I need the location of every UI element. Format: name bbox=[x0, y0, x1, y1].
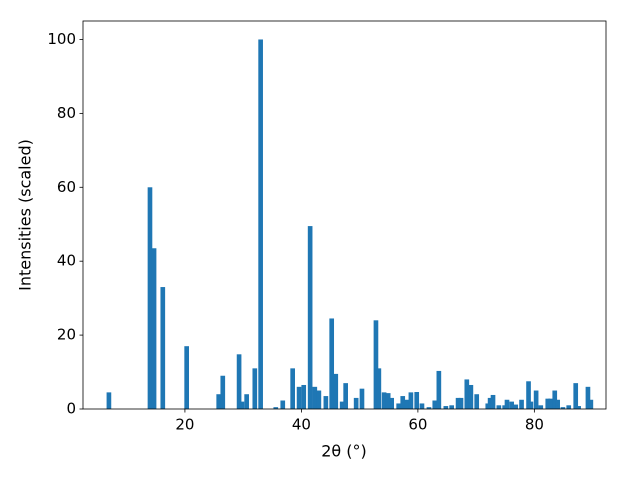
bar bbox=[280, 400, 286, 409]
bar bbox=[533, 390, 539, 409]
y-tick-label: 100 bbox=[47, 30, 76, 48]
bar bbox=[333, 373, 339, 409]
axes-frame bbox=[82, 20, 607, 410]
y-axis-label: Intensities (scaled) bbox=[16, 139, 35, 291]
x-tick-label: 80 bbox=[525, 416, 544, 434]
bar bbox=[273, 407, 279, 409]
y-tick-label: 60 bbox=[57, 178, 76, 196]
bar bbox=[490, 394, 496, 409]
bar bbox=[301, 384, 307, 409]
bar bbox=[160, 287, 166, 409]
bar bbox=[376, 368, 382, 409]
bar bbox=[519, 399, 524, 409]
bar bbox=[296, 386, 302, 409]
bar bbox=[496, 405, 502, 409]
bar bbox=[184, 346, 189, 409]
bar bbox=[239, 401, 245, 409]
bar bbox=[385, 393, 391, 409]
bar bbox=[359, 388, 365, 409]
bar bbox=[576, 406, 581, 409]
bar bbox=[468, 384, 474, 409]
bar bbox=[504, 399, 510, 409]
bar bbox=[509, 401, 514, 409]
bar bbox=[408, 392, 414, 409]
bar bbox=[432, 400, 438, 409]
bar bbox=[252, 368, 258, 409]
bar bbox=[151, 248, 157, 409]
bar bbox=[548, 398, 554, 409]
y-tick-label: 20 bbox=[57, 326, 76, 344]
bar bbox=[455, 397, 461, 409]
x-axis-label: 2θ (°) bbox=[321, 442, 367, 461]
bar bbox=[474, 394, 480, 409]
bar bbox=[290, 368, 295, 409]
bar bbox=[220, 375, 226, 409]
x-tick-label: 20 bbox=[175, 416, 194, 434]
bar bbox=[436, 370, 442, 409]
bar bbox=[147, 187, 153, 409]
bar bbox=[216, 394, 222, 409]
x-tick-label: 60 bbox=[408, 416, 427, 434]
bar bbox=[258, 39, 263, 409]
bar bbox=[316, 390, 322, 409]
bar bbox=[487, 397, 493, 409]
bar bbox=[396, 403, 401, 409]
bar bbox=[312, 386, 318, 409]
bar bbox=[343, 383, 348, 409]
bar bbox=[588, 399, 594, 409]
bar bbox=[538, 405, 544, 409]
bar bbox=[449, 405, 454, 409]
bar bbox=[106, 392, 112, 409]
bar bbox=[329, 318, 335, 409]
bar bbox=[373, 320, 379, 409]
bar bbox=[560, 407, 566, 409]
y-tick-label: 80 bbox=[57, 104, 76, 122]
bar bbox=[566, 405, 572, 409]
bar bbox=[400, 396, 406, 409]
bar bbox=[528, 401, 534, 409]
y-tick-label: 0 bbox=[66, 400, 76, 418]
bar bbox=[414, 392, 420, 409]
bar bbox=[339, 401, 345, 409]
bar bbox=[389, 397, 395, 409]
bar bbox=[552, 390, 558, 409]
bar bbox=[443, 406, 449, 409]
bar bbox=[419, 403, 425, 409]
bar bbox=[307, 226, 313, 409]
bar bbox=[526, 381, 531, 409]
bar bbox=[545, 398, 551, 409]
bar bbox=[464, 379, 470, 409]
bar bbox=[323, 396, 329, 409]
bar bbox=[426, 407, 432, 409]
bar bbox=[555, 399, 560, 409]
bar bbox=[585, 386, 591, 409]
bar bbox=[236, 354, 242, 409]
x-tick-label: 40 bbox=[292, 416, 311, 434]
bar bbox=[353, 397, 359, 409]
bar bbox=[513, 404, 519, 409]
bar bbox=[404, 399, 410, 409]
bar bbox=[573, 383, 579, 409]
bar bbox=[381, 392, 387, 409]
y-tick-label: 40 bbox=[57, 252, 76, 270]
bar bbox=[458, 397, 464, 409]
bar bbox=[244, 394, 249, 409]
